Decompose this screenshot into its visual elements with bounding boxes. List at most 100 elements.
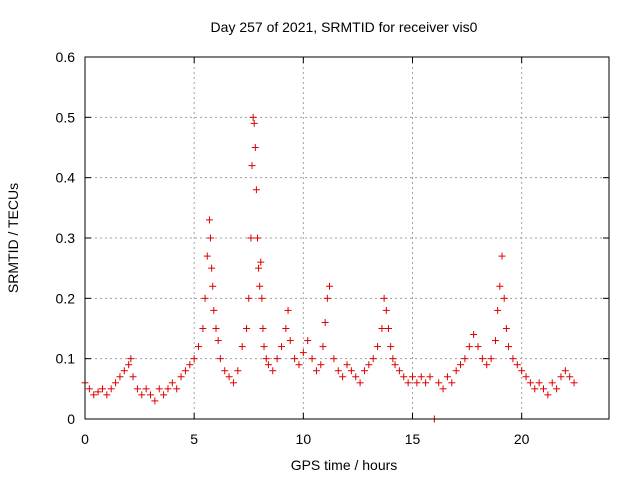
data-point (317, 361, 325, 369)
data-point (312, 367, 320, 375)
data-point (374, 343, 382, 351)
data-point (253, 234, 261, 242)
x-tick-label: 0 (81, 431, 89, 447)
data-point (207, 234, 215, 242)
data-point (252, 186, 260, 194)
data-point (98, 385, 106, 393)
data-point (334, 367, 342, 375)
data-point (478, 355, 486, 363)
data-point (494, 306, 502, 314)
data-point (487, 355, 495, 363)
data-point (120, 367, 128, 375)
data-point (201, 294, 209, 302)
y-tick-label: 0 (67, 411, 75, 427)
data-point (400, 373, 408, 381)
data-point (164, 385, 172, 393)
x-tick-label: 15 (405, 431, 421, 447)
data-point (173, 385, 181, 393)
data-point (155, 385, 163, 393)
data-point (247, 234, 255, 242)
data-point (557, 373, 565, 381)
data-point (208, 264, 216, 272)
data-point (291, 355, 299, 363)
data-point (251, 144, 259, 151)
data-point (256, 282, 264, 290)
data-point (505, 343, 513, 351)
data-point (435, 379, 443, 387)
data-point (518, 367, 526, 375)
data-point (387, 343, 395, 351)
data-point (369, 355, 377, 363)
data-point (365, 361, 373, 369)
data-point (304, 337, 312, 345)
data-point (258, 294, 266, 302)
data-point (553, 385, 561, 393)
data-point (257, 258, 265, 266)
data-point (138, 391, 146, 399)
data-point (238, 343, 246, 351)
data-point (259, 325, 267, 332)
data-point (103, 391, 111, 399)
data-point (452, 367, 460, 375)
x-tick-label: 20 (514, 431, 530, 447)
data-point (116, 373, 124, 381)
data-point (409, 373, 416, 381)
data-point (248, 162, 256, 170)
data-point (448, 379, 456, 387)
data-point (85, 385, 93, 393)
data-point (500, 294, 508, 302)
data-point (245, 294, 253, 302)
data-point (133, 385, 141, 393)
data-point (491, 337, 499, 345)
data-point (308, 355, 316, 363)
data-point (160, 391, 168, 399)
y-tick-label: 0.4 (56, 170, 76, 186)
data-points (81, 113, 578, 423)
plot-frame (84, 56, 610, 420)
data-point (343, 361, 351, 369)
data-point (326, 282, 334, 290)
data-point (498, 252, 506, 260)
y-tick-label: 0.1 (56, 351, 76, 367)
data-point (243, 325, 251, 332)
data-point (112, 379, 120, 387)
y-tick-label: 0.2 (56, 290, 76, 306)
data-point (255, 264, 263, 272)
y-tick-label: 0.3 (56, 230, 76, 246)
data-point (352, 373, 360, 381)
data-point (168, 379, 176, 387)
data-point (526, 379, 534, 387)
data-point (378, 325, 386, 332)
y-axis-label: SRMTID / TECUs (5, 183, 21, 293)
data-point (439, 385, 447, 393)
data-point (225, 373, 233, 381)
data-point (209, 282, 217, 290)
data-point (295, 361, 303, 369)
data-point (151, 397, 159, 405)
data-point (561, 367, 569, 375)
data-point (214, 337, 222, 345)
data-point (249, 113, 257, 121)
data-point (323, 294, 331, 302)
data-point (203, 252, 211, 260)
data-point (404, 379, 412, 387)
data-point (540, 385, 547, 393)
data-point (457, 361, 465, 369)
data-point (90, 391, 98, 399)
data-point (382, 306, 390, 314)
data-point (465, 343, 473, 351)
data-point (260, 343, 268, 351)
data-point (177, 373, 185, 381)
data-point (496, 282, 504, 290)
data-point (483, 361, 491, 369)
data-point (216, 355, 224, 363)
data-point (299, 349, 307, 357)
data-point (205, 216, 213, 224)
data-point (513, 361, 521, 369)
data-point (181, 367, 189, 375)
data-point (509, 355, 517, 363)
data-point (360, 367, 368, 375)
data-point (284, 306, 292, 314)
grid-layer (85, 57, 609, 419)
data-point (147, 391, 154, 399)
